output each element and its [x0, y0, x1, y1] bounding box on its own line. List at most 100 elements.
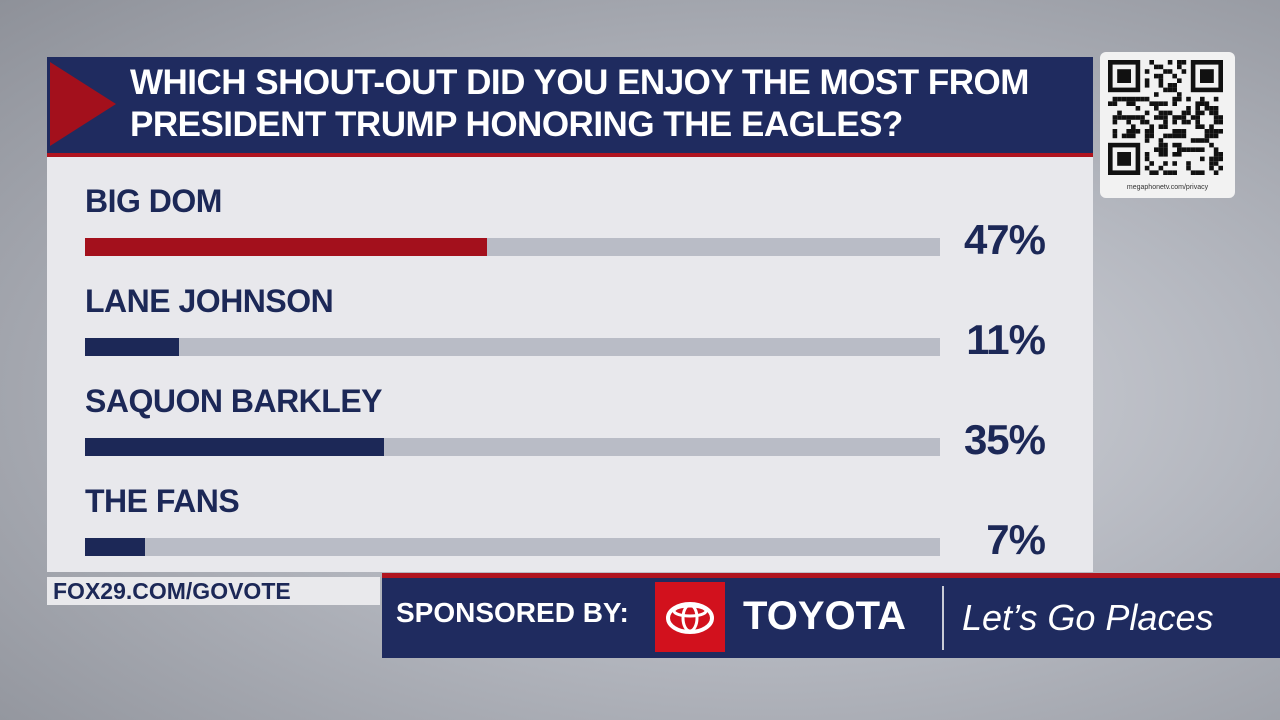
qr-module: [1163, 101, 1168, 106]
qr-module: [1154, 64, 1159, 70]
qr-module: [1144, 156, 1150, 162]
qr-module: [1209, 106, 1214, 111]
qr-module: [1126, 129, 1131, 134]
qr-module: [1149, 129, 1154, 134]
qr-module: [1144, 138, 1150, 143]
qr-module: [1204, 133, 1210, 139]
sponsor-label: SPONSORED BY:: [396, 597, 629, 628]
qr-module: [1172, 170, 1177, 175]
qr-module: [1112, 133, 1118, 139]
divider: [942, 586, 944, 650]
qr-module: [1213, 115, 1219, 120]
category-label: BIG DOM: [85, 183, 222, 219]
qr-module: [1117, 69, 1131, 83]
qr-module: [1218, 156, 1223, 162]
qr-module: [1158, 142, 1164, 148]
qr-module: [1144, 110, 1150, 116]
qr-module: [1167, 110, 1173, 116]
qr-module: [1218, 152, 1223, 157]
qr-module: [1209, 165, 1214, 171]
qr-module: [1181, 69, 1187, 74]
qr-module: [1126, 96, 1131, 102]
qr-code: [1108, 60, 1223, 175]
qr-module: [1186, 119, 1191, 125]
qr-module: [1131, 124, 1136, 129]
qr-module: [1158, 115, 1164, 120]
value-label: 47%: [963, 216, 1046, 263]
qr-module: [1144, 129, 1150, 134]
qr-module: [1112, 96, 1118, 102]
qr-module: [1186, 96, 1191, 102]
qr-module: [1172, 96, 1177, 102]
qr-module: [1167, 87, 1173, 93]
qr-module: [1163, 142, 1168, 148]
qr-module: [1154, 115, 1159, 120]
qr-module: [1213, 170, 1219, 175]
qr-module: [1213, 129, 1219, 134]
category-label: THE FANS: [85, 483, 240, 519]
qr-module: [1209, 142, 1214, 148]
category-label: LANE JOHNSON: [85, 283, 334, 319]
qr-module: [1149, 60, 1154, 65]
qr-module: [1135, 96, 1141, 102]
qr-module: [1158, 83, 1164, 88]
qr-module: [1190, 115, 1196, 120]
qr-module: [1144, 119, 1150, 125]
category-label: SAQUON BARKLEY: [85, 383, 383, 419]
qr-module: [1163, 124, 1168, 129]
qr-module: [1209, 129, 1214, 134]
qr-module: [1200, 147, 1205, 152]
qr-module: [1172, 73, 1177, 79]
qr-module: [1158, 101, 1164, 106]
qr-module: [1181, 147, 1187, 152]
qr-module: [1213, 119, 1219, 125]
qr-module: [1209, 110, 1214, 116]
qr-module: [1177, 115, 1182, 120]
sponsor-bar: [382, 573, 1280, 658]
brand-name: TOYOTA: [743, 594, 906, 638]
poll-panel: [47, 157, 1093, 572]
qr-module: [1190, 147, 1196, 152]
qr-module: [1195, 147, 1200, 152]
qr-module: [1195, 110, 1200, 116]
qr-module: [1177, 64, 1182, 70]
qr-module: [1117, 115, 1122, 120]
qr-module: [1195, 106, 1200, 111]
qr-module: [1163, 119, 1168, 125]
qr-box: megaphonetv.com/privacy: [1100, 52, 1235, 198]
qr-module: [1154, 73, 1159, 79]
slogan: Let’s Go Places: [962, 597, 1214, 638]
url-box: [47, 577, 380, 605]
bar: [85, 238, 487, 256]
bar: [85, 538, 145, 556]
qr-module: [1172, 101, 1177, 106]
qr-module: [1158, 64, 1164, 70]
qr-module: [1181, 119, 1187, 125]
qr-module: [1213, 156, 1219, 162]
qr-module: [1144, 69, 1150, 74]
qr-module: [1112, 129, 1118, 134]
qr-module: [1200, 96, 1205, 102]
qr-module: [1213, 147, 1219, 152]
qr-module: [1149, 101, 1154, 106]
qr-module: [1172, 115, 1177, 120]
qr-module: [1158, 110, 1164, 116]
qr-module: [1135, 115, 1141, 120]
qr-module: [1163, 110, 1168, 116]
qr-module: [1177, 142, 1182, 148]
vote-url: FOX29.COM/GOVOTE: [53, 578, 291, 604]
qr-module: [1163, 152, 1168, 157]
qr-module: [1181, 110, 1187, 116]
qr-module: [1112, 119, 1118, 125]
qr-module: [1195, 101, 1200, 106]
chart-title: WHICH SHOUT-OUT DID YOU ENJOY THE MOST F…: [130, 63, 1029, 144]
qr-module: [1177, 60, 1182, 65]
qr-module: [1172, 133, 1177, 139]
qr-module: [1186, 110, 1191, 116]
bar: [85, 438, 385, 456]
qr-module: [1213, 152, 1219, 157]
qr-module: [1195, 124, 1200, 129]
qr-module: [1126, 133, 1131, 139]
qr-module: [1177, 78, 1182, 83]
